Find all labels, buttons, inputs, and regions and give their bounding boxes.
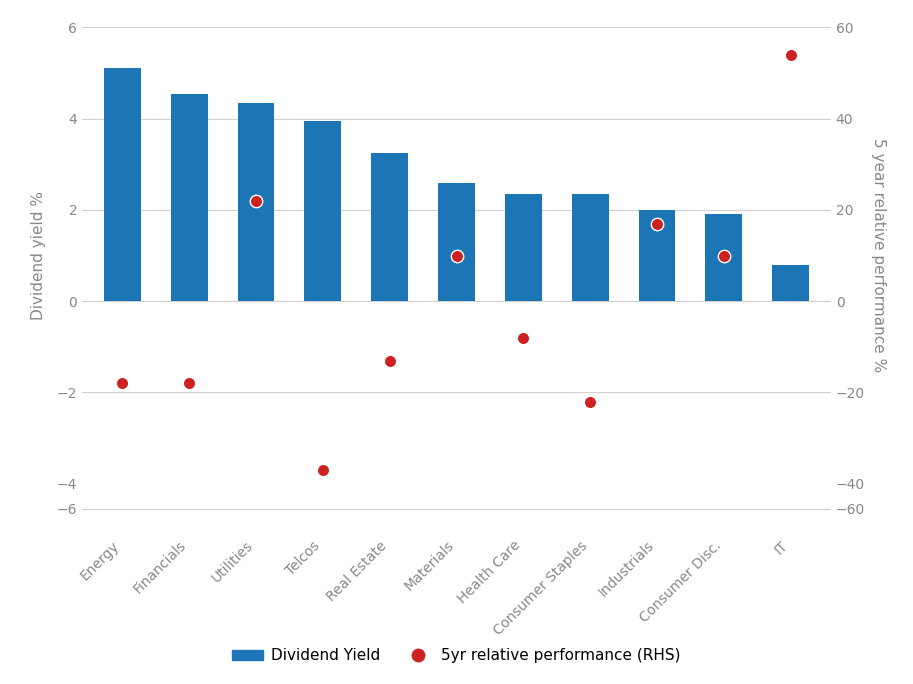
Point: [717, 250, 731, 261]
Y-axis label: 5 year relative performance %: 5 year relative performance %: [871, 138, 886, 373]
Y-axis label: Dividend yield %: Dividend yield %: [31, 191, 46, 320]
Bar: [572, 194, 609, 301]
Bar: [772, 265, 809, 301]
Bar: [304, 121, 341, 301]
Point: [783, 49, 798, 60]
Bar: [171, 94, 207, 301]
Bar: [706, 215, 742, 301]
Point: [449, 250, 464, 261]
Point: [650, 218, 665, 229]
Bar: [372, 153, 408, 301]
Bar: [505, 194, 541, 301]
Point: [582, 396, 597, 407]
Point: [383, 355, 397, 366]
Bar: [104, 68, 141, 301]
Point: [248, 196, 263, 207]
Point: [115, 378, 130, 389]
Point: [516, 332, 530, 343]
Point: [182, 378, 196, 389]
Point: [316, 464, 331, 475]
Legend: Dividend Yield, 5yr relative performance (RHS): Dividend Yield, 5yr relative performance…: [226, 642, 687, 670]
Bar: [639, 210, 676, 301]
Bar: [237, 103, 274, 301]
Bar: [438, 183, 475, 301]
